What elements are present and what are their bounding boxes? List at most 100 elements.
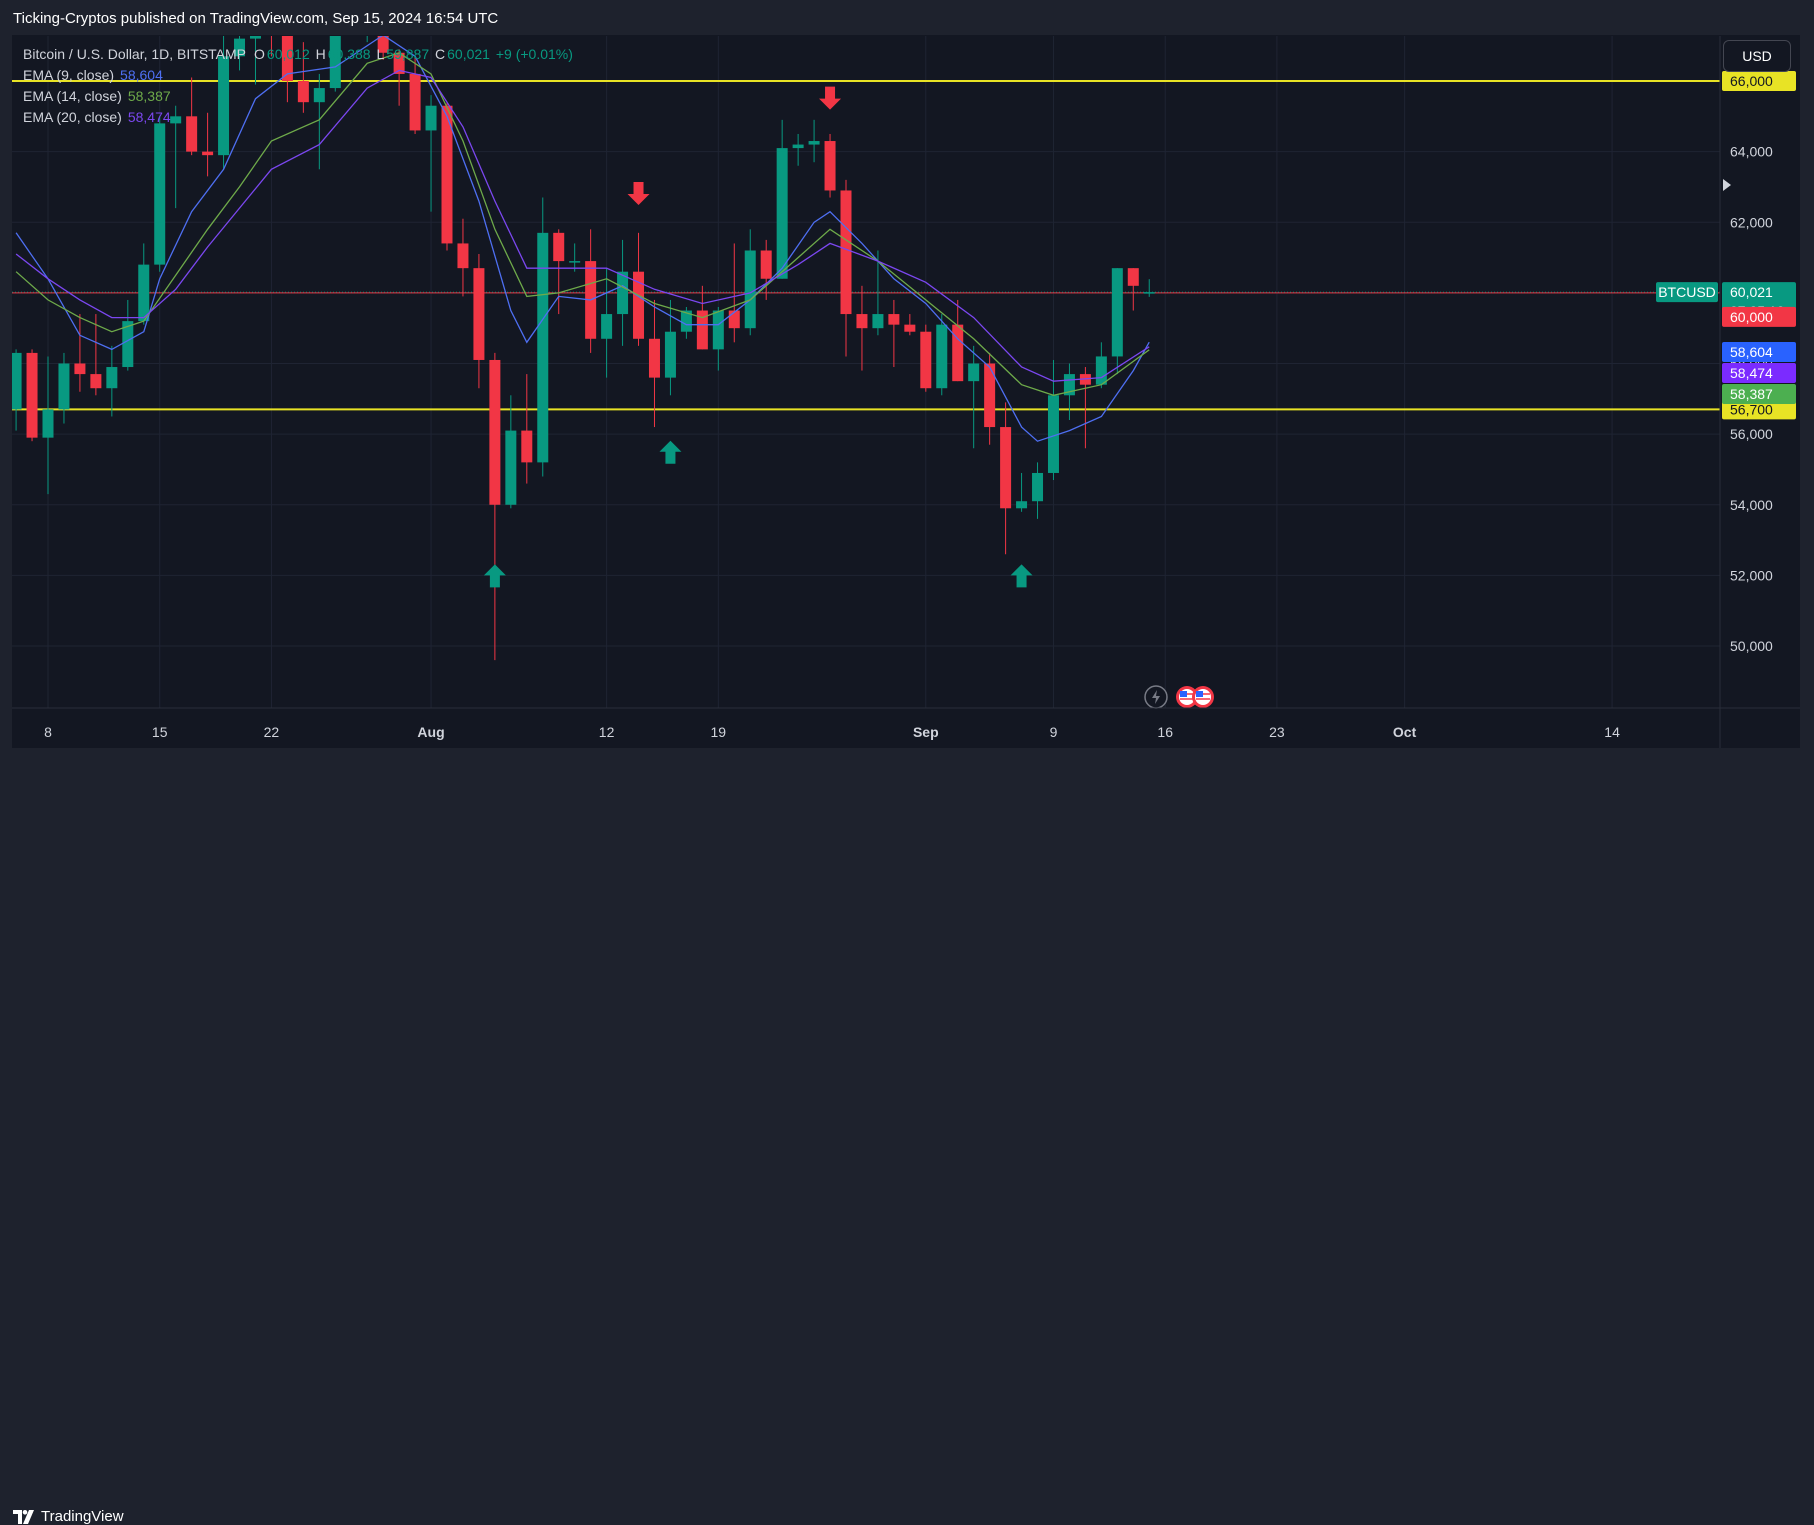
candle-body: [346, 3, 357, 14]
candle-body: [617, 271, 629, 315]
ema-line-9: [15, 36, 1150, 442]
candle-body: [362, 0, 373, 3]
candle: [42, 356, 54, 495]
level-56700-tag-bg: [1722, 399, 1796, 420]
legend-ema-9[interactable]: EMA (9, close) 58,604: [23, 65, 577, 86]
candle: [377, 36, 389, 60]
candle-body: [776, 148, 788, 279]
level-60000-tag-text: 60,000: [1730, 309, 1773, 325]
candle-body: [824, 141, 836, 191]
us-flag-canton: [1196, 691, 1203, 697]
candle: [808, 119, 820, 163]
candle-body: [760, 250, 772, 279]
candle-body: [1143, 292, 1155, 294]
candle-body: [42, 409, 54, 438]
tradingview-logo[interactable]: TradingView: [13, 1508, 124, 1525]
candle-body: [920, 331, 932, 389]
last-price-value: 60,021: [1730, 284, 1773, 300]
candle-body: [872, 314, 884, 329]
candle-body: [744, 250, 756, 329]
candle-body: [553, 232, 565, 262]
candle-body: [888, 314, 900, 325]
candle: [744, 229, 756, 336]
close-value: 60,021: [447, 46, 490, 62]
candle: [585, 229, 597, 353]
candle-body: [154, 123, 166, 265]
candle: [186, 77, 198, 156]
time-tick-label: 14: [1604, 724, 1620, 740]
candle-body: [1111, 268, 1123, 357]
price-chart[interactable]: 50,00052,00054,00056,00058,00060,00062,0…: [0, 0, 1814, 792]
candle-body: [425, 105, 437, 131]
candle: [952, 299, 964, 382]
buy-signal-arrow-icon: [1010, 564, 1033, 588]
high-label: H: [315, 46, 326, 62]
candle-body: [441, 105, 453, 244]
chart-panel[interactable]: [12, 35, 1800, 748]
legend-ema-20[interactable]: EMA (20, close) 58,474: [23, 107, 577, 128]
candle: [441, 102, 453, 251]
level-60000-tag: 60,000: [1722, 306, 1796, 327]
candle-body: [393, 52, 405, 74]
ema-price-tag-bg: [1722, 363, 1796, 383]
candle-body: [26, 352, 38, 438]
price-tick-label: 50,000: [1730, 638, 1773, 654]
low-label: L: [376, 46, 385, 62]
sell-signal-arrow-icon: [627, 182, 650, 205]
change-value: +9 (+0.01%): [495, 46, 573, 62]
candle: [170, 105, 182, 209]
symbol-label[interactable]: Bitcoin / U.S. Dollar, 1D, BITSTAMP: [23, 46, 247, 62]
level-56700-tag-text: 56,700: [1730, 401, 1773, 417]
candle-body: [904, 324, 916, 332]
sell-signal-arrow-icon: [819, 86, 842, 110]
candle: [648, 299, 660, 428]
price-tick-label: 54,000: [1730, 497, 1773, 513]
ema-14-label: EMA (14, close): [23, 88, 122, 104]
candle: [297, 42, 309, 113]
candle-body: [680, 310, 692, 332]
price-tick-label: 62,000: [1730, 214, 1773, 230]
candle: [792, 133, 804, 166]
time-tick-label: 22: [264, 724, 280, 740]
candle: [1032, 462, 1044, 519]
candle: [249, 36, 261, 85]
candle: [888, 299, 900, 368]
candle: [1016, 472, 1028, 512]
legend-ema-14[interactable]: EMA (14, close) 58,387: [23, 86, 577, 107]
candle: [74, 314, 86, 392]
buy-signal-arrow-icon: [483, 564, 506, 588]
candle: [1095, 342, 1107, 389]
published-caption: Ticking-Cryptos published on TradingView…: [13, 10, 499, 27]
candle-body: [1127, 268, 1139, 286]
candle-body: [409, 73, 421, 131]
candle-body: [313, 88, 325, 103]
candle-body: [696, 310, 708, 350]
candle: [270, 36, 272, 57]
time-tick-label: Oct: [1393, 724, 1417, 740]
time-tick-label: 9: [1050, 724, 1058, 740]
candle: [920, 324, 932, 392]
candle-body: [58, 363, 70, 410]
level-56700-tag: 56,700: [1722, 399, 1796, 420]
candle-body: [249, 36, 261, 39]
ema-20-label: EMA (20, close): [23, 109, 122, 125]
candle-body: [329, 36, 341, 89]
candle-body: [728, 310, 740, 329]
symbol-tag: BTCUSD: [1656, 282, 1718, 303]
candle: [521, 374, 533, 484]
ema-9-label: EMA (9, close): [23, 67, 115, 83]
candle: [569, 243, 581, 272]
candle: [346, 0, 357, 32]
candle: [872, 250, 884, 336]
ema-14-value: 58,387: [127, 88, 171, 104]
time-tick-label: 23: [1269, 724, 1285, 740]
candle-body: [840, 190, 852, 315]
candle-body: [569, 261, 581, 263]
candle: [936, 314, 948, 396]
candle-body: [648, 338, 660, 378]
ema-20-value: 58,474: [127, 109, 171, 125]
currency-button[interactable]: USD: [1723, 40, 1791, 72]
collapse-panel-icon[interactable]: [1720, 178, 1734, 192]
level-60000-tag-bg: [1722, 306, 1796, 327]
candle: [1047, 359, 1059, 481]
